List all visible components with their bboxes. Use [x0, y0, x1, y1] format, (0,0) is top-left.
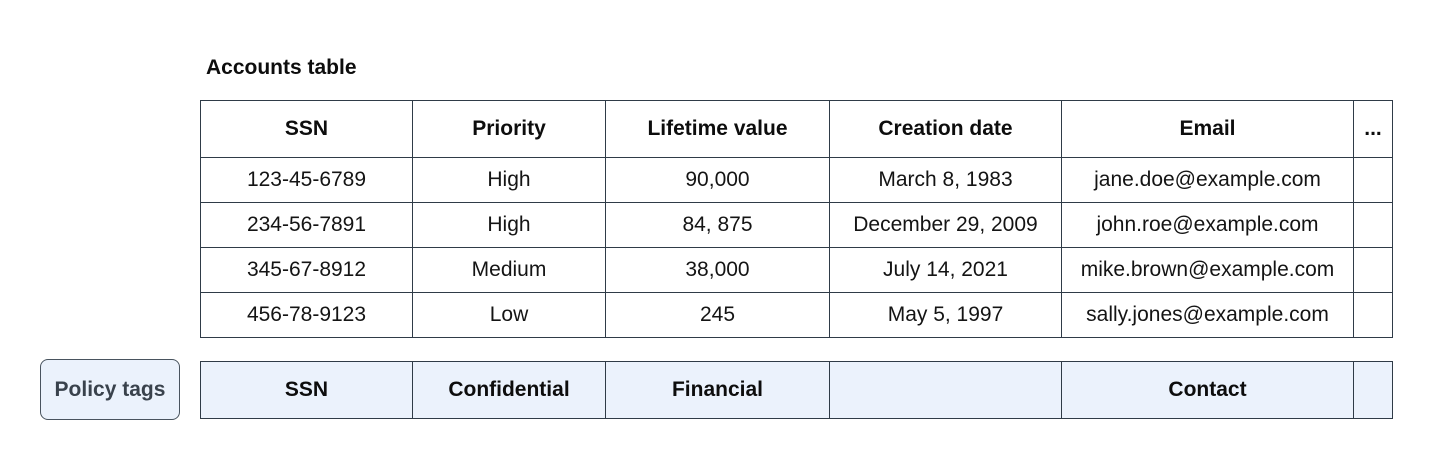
- table-cell: sally.jones@example.com: [1061, 292, 1354, 338]
- header-cell-lifetime-value: Lifetime value: [605, 100, 830, 158]
- table-cell: 345-67-8912: [200, 247, 413, 293]
- table-cell: July 14, 2021: [829, 247, 1062, 293]
- table-cell: December 29, 2009: [829, 202, 1062, 248]
- policy-tags-badge: Policy tags: [40, 359, 180, 420]
- table-cell: Medium: [412, 247, 606, 293]
- table-row: 123-45-6789 High 90,000 March 8, 1983 ja…: [200, 157, 1393, 203]
- table-cell: May 5, 1997: [829, 292, 1062, 338]
- table-cell: Low: [412, 292, 606, 338]
- table-cell: 234-56-7891: [200, 202, 413, 248]
- policy-tag-empty-2: [1353, 361, 1393, 419]
- policy-tags-badge-label: Policy tags: [54, 377, 166, 401]
- table-cell: john.roe@example.com: [1061, 202, 1354, 248]
- header-cell-ellipsis: ...: [1353, 100, 1393, 158]
- table-cell: March 8, 1983: [829, 157, 1062, 203]
- table-cell: 90,000: [605, 157, 830, 203]
- table-cell: 245: [605, 292, 830, 338]
- header-cell-email: Email: [1061, 100, 1354, 158]
- table-cell: 84, 875: [605, 202, 830, 248]
- policy-tag-empty-1: [829, 361, 1062, 419]
- header-row: SSN Priority Lifetime value Creation dat…: [200, 100, 1393, 158]
- accounts-table: SSN Priority Lifetime value Creation dat…: [200, 100, 1393, 338]
- table-row: 456-78-9123 Low 245 May 5, 1997 sally.jo…: [200, 292, 1393, 338]
- table-cell: [1353, 247, 1393, 293]
- table-cell: mike.brown@example.com: [1061, 247, 1354, 293]
- table-title: Accounts table: [206, 56, 357, 79]
- table-row: 345-67-8912 Medium 38,000 July 14, 2021 …: [200, 247, 1393, 293]
- policy-tag-ssn: SSN: [200, 361, 413, 419]
- header-cell-creation-date: Creation date: [829, 100, 1062, 158]
- table-cell: [1353, 202, 1393, 248]
- table-cell: jane.doe@example.com: [1061, 157, 1354, 203]
- table-cell: 38,000: [605, 247, 830, 293]
- table-cell: High: [412, 157, 606, 203]
- table-cell: High: [412, 202, 606, 248]
- policy-tag-financial: Financial: [605, 361, 830, 419]
- policy-tags-row: SSN Confidential Financial Contact: [200, 361, 1393, 419]
- policy-tag-confidential: Confidential: [412, 361, 606, 419]
- table-cell: 456-78-9123: [200, 292, 413, 338]
- header-cell-priority: Priority: [412, 100, 606, 158]
- table-cell: [1353, 157, 1393, 203]
- table-row: 234-56-7891 High 84, 875 December 29, 20…: [200, 202, 1393, 248]
- policy-tag-contact: Contact: [1061, 361, 1354, 419]
- table-cell: [1353, 292, 1393, 338]
- header-cell-ssn: SSN: [200, 100, 413, 158]
- policy-tag-row: SSN Confidential Financial Contact: [200, 361, 1393, 419]
- table-cell: 123-45-6789: [200, 157, 413, 203]
